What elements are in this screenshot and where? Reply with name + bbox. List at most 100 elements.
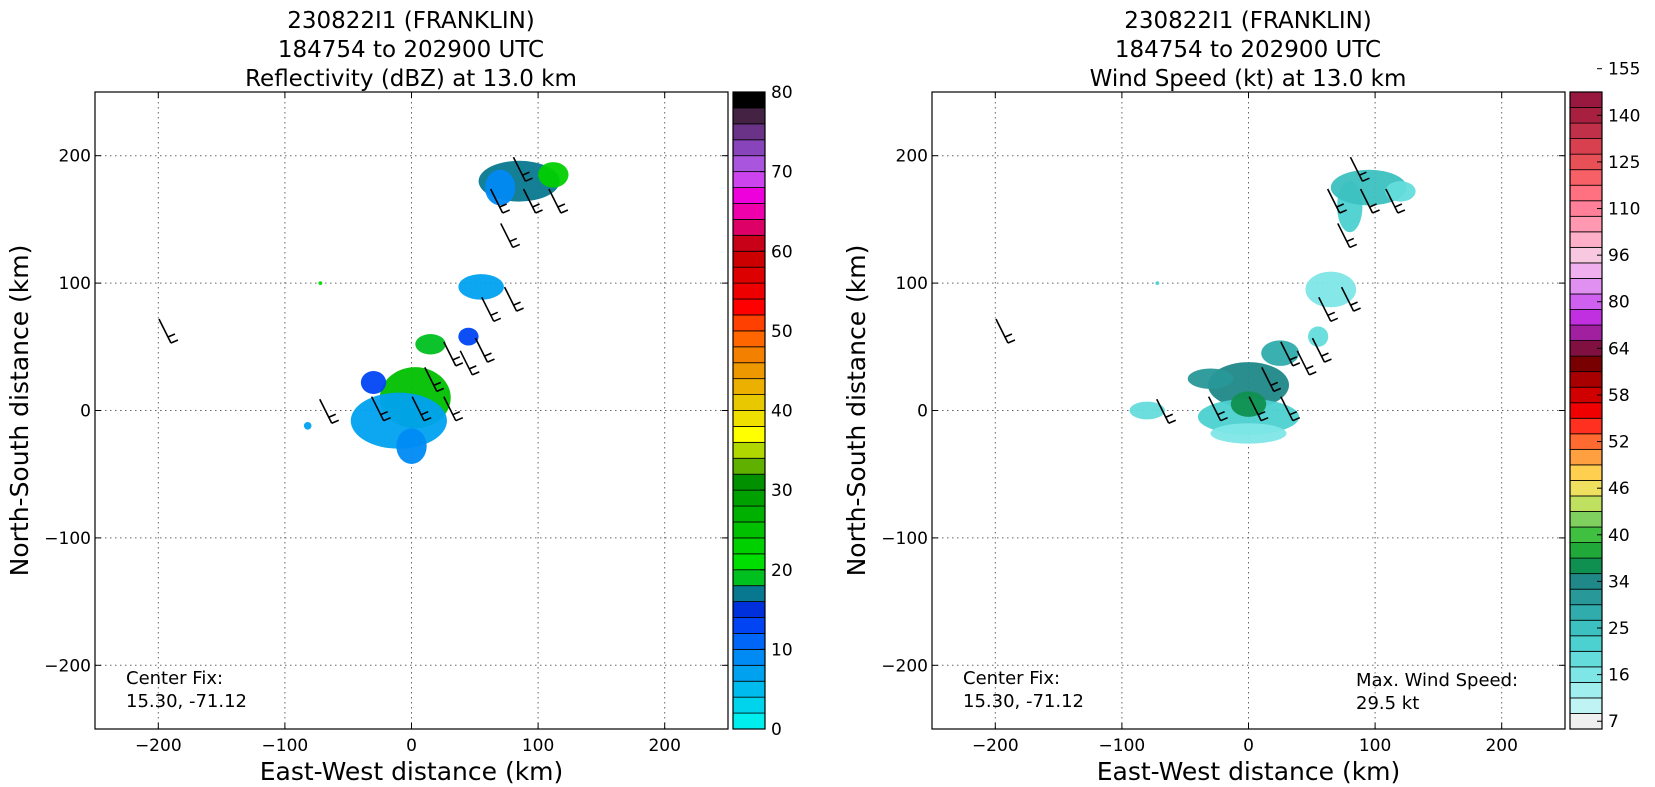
wind-barb-flag [1397, 209, 1406, 214]
wind-barb-flag [1260, 416, 1269, 422]
wind-barb [1385, 188, 1406, 214]
colorbar-segment [1569, 122, 1603, 140]
colorbar-segment [732, 218, 766, 236]
colorbar-segment [1569, 542, 1603, 559]
wind-barb [1248, 396, 1269, 422]
center-fix-value: 15.30, -71.12 [963, 691, 1084, 712]
wind-barb [424, 367, 445, 393]
colorbar-segment [732, 203, 766, 220]
y-tick-label: 0 [917, 402, 928, 422]
data-layer [995, 156, 1416, 444]
x-axis-label: East-West distance (km) [1097, 757, 1401, 786]
colorbar-tick-label: 7 [1608, 712, 1619, 732]
wind-barb-flag [1350, 301, 1358, 306]
wind-barb-shaft [1318, 296, 1332, 322]
wind-barb-flag [1007, 339, 1016, 344]
colorbar-segment [732, 553, 766, 571]
wind-barb-flag [452, 410, 461, 416]
x-tick-label: 200 [648, 736, 680, 756]
wind-barb-flag [1324, 358, 1332, 363]
colorbar-tick-label: 34 [1608, 572, 1630, 592]
colorbar-tick-label: 46 [1608, 479, 1630, 499]
colorbar-tick-label: 70 [771, 163, 793, 183]
wind-barb-flag [487, 358, 495, 363]
wind-barb-shaft [1296, 350, 1310, 376]
colorbar-segment [1569, 464, 1603, 481]
wind-barb-flag [1336, 203, 1344, 208]
wind-barb-shaft [522, 188, 537, 214]
colorbar-segment [732, 362, 766, 380]
wind-barb-flag [1220, 416, 1228, 422]
colorbar-segment [1569, 231, 1603, 248]
wind-barb-flag [1165, 413, 1174, 418]
wind-barb-flag [525, 177, 533, 182]
wind-barb-shaft [489, 188, 504, 214]
colorbar-segment [1569, 184, 1603, 202]
wind-barb-shaft [411, 396, 425, 422]
wind-barb-flag [455, 416, 464, 422]
y-axis-label: North-South distance (km) [5, 245, 34, 577]
wind-barb-shaft [1337, 223, 1351, 248]
wind-speed-region [1230, 391, 1267, 417]
colorbar-segment [732, 107, 766, 125]
wind-barb [1207, 396, 1228, 422]
y-tick-label: −100 [881, 529, 928, 549]
colorbar-segment [732, 585, 766, 602]
colorbar-segment [1569, 278, 1603, 295]
colorbar-segment [732, 394, 766, 411]
colorbar-segment [1569, 511, 1603, 528]
wind-barb [481, 296, 502, 323]
wind-barb [1280, 341, 1301, 367]
colorbar-segment [732, 171, 766, 188]
wind-barb-flag [380, 410, 388, 416]
wind-barb [1156, 398, 1177, 424]
wind-barb [995, 318, 1016, 344]
wind-barb-flag [170, 339, 179, 344]
wind-barb-flag [512, 243, 521, 249]
wind-barb-shaft [500, 223, 514, 248]
reflectivity-echo [415, 334, 446, 355]
wind-barb-shaft [1311, 337, 1326, 363]
wind-barb [1349, 156, 1370, 182]
colorbar-segment [732, 139, 766, 157]
wind-barb-flag [1346, 237, 1355, 243]
wind-barb-shaft [158, 318, 172, 344]
chart-panel-1: 230822I1 (FRANKLIN) 184754 to 202900 UTC R… [5, 8, 793, 786]
center-fix-label: Center Fix: [126, 668, 223, 689]
wind-barb [443, 396, 464, 422]
wind-barb-flag [1292, 416, 1301, 422]
reflectivity-echo [538, 162, 569, 188]
wind-barb-flag [1369, 203, 1377, 208]
wind-barb [459, 350, 480, 376]
colorbar-segment [1569, 588, 1603, 606]
colorbar-segment [732, 330, 766, 348]
colorbar-segment [1569, 495, 1603, 512]
x-tick-label: 100 [522, 736, 554, 756]
colorbar-segment [1569, 138, 1603, 155]
colorbar-tick-label: 50 [771, 322, 793, 342]
colorbar-segment [732, 155, 766, 173]
wind-barb [548, 188, 569, 214]
wind-barb [1359, 188, 1380, 214]
x-tick-label: −200 [135, 736, 182, 756]
colorbar: 7 16 25 34 40 46 52 58 64 80 96 110 125 140 155 [1569, 60, 1640, 732]
wind-barb [443, 341, 464, 367]
colorbar-segment [732, 234, 766, 252]
colorbar-segment [732, 489, 766, 507]
colorbar-tick-label: 80 [771, 83, 793, 103]
reflectivity-echo [318, 281, 323, 286]
wind-barb-shaft [1261, 367, 1275, 392]
wind-barb-shaft [1280, 341, 1294, 367]
wind-barb-shaft [1280, 396, 1294, 422]
wind-barb [1261, 367, 1282, 393]
wind-barb-shaft [1156, 398, 1170, 424]
wind-barb-flag [490, 311, 499, 317]
colorbar-segment [732, 569, 766, 587]
colorbar-segment [1569, 635, 1603, 652]
wind-barb [1280, 396, 1301, 422]
wind-barb [1318, 296, 1339, 323]
colorbar-tick-label: 10 [771, 640, 793, 660]
wind-barb-flag [513, 301, 521, 306]
wind-barb-flag [516, 307, 524, 312]
colorbar-segment [1569, 169, 1603, 186]
